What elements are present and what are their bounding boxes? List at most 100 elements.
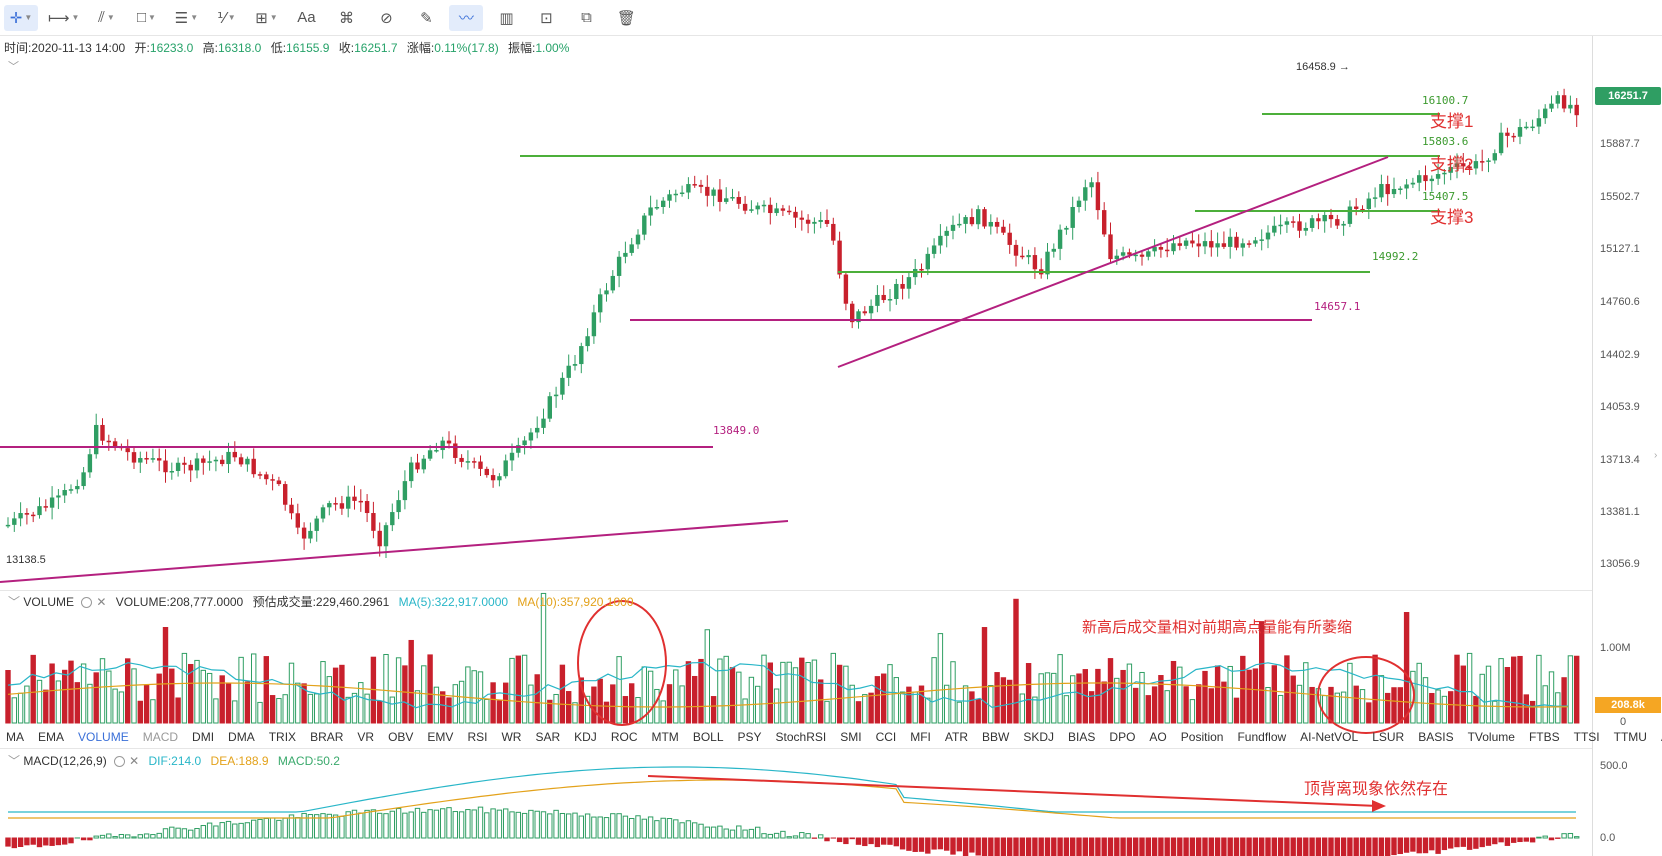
indicator-tab-bbw[interactable]: BBW [982,730,1010,744]
macd-bar [1208,837,1214,856]
indicator-tab-dpo[interactable]: DPO [1109,730,1136,744]
lock-icon[interactable]: ⊡ [529,5,563,31]
indicator-tab-wr[interactable]: WR [501,730,522,744]
candlestick-chart[interactable] [0,0,1592,856]
macd-close-icon[interactable]: ✕ [129,754,140,768]
indicator-tab-dma[interactable]: DMA [228,730,255,744]
macd-bar [1422,837,1429,854]
horizontal-ray-icon[interactable]: ⟼ ▼ [44,5,83,31]
volume-axis-top: 1.00M [1600,642,1631,654]
macd-bar [1372,837,1378,856]
indicator-tab-skdj[interactable]: SKDJ [1023,730,1055,744]
chevron-down-icon[interactable]: ▼ [190,13,199,22]
macd-pane-divider[interactable] [0,748,1592,749]
indicator-tab-emv[interactable]: EMV [427,730,454,744]
indicator-tab-ai-netvol[interactable]: AI-NetVOL [1300,730,1359,744]
settings-icon[interactable] [81,597,93,608]
rectangle-icon[interactable]: □ ▼ [129,5,163,31]
level-label-5: 14657.1 [1314,300,1361,313]
magnet-icon[interactable]: ⌘ [329,5,363,31]
volume-bar [874,676,881,724]
chevron-down-icon[interactable]: ▼ [71,13,80,22]
macd-bar [969,837,975,853]
chevron-down-icon[interactable]: ▼ [106,13,115,22]
chevron-down-icon[interactable]: ▼ [24,13,33,22]
macd-bar [484,812,490,839]
indicator-tab-rsi[interactable]: RSI [467,730,488,744]
macd-bar [477,806,484,839]
indicator-tab-smi[interactable]: SMI [840,730,862,744]
volume-bar [68,660,74,724]
volume-bar [893,677,899,724]
indicator-tab-position[interactable]: Position [1180,730,1224,744]
parallel-lines-icon[interactable]: ☰ ▼ [169,5,203,31]
indicator-tab-ttsi[interactable]: TTSI [1573,730,1600,744]
indicator-tab-brar[interactable]: BRAR [310,730,344,744]
indicator-tab-tvolume[interactable]: TVolume [1467,730,1515,744]
time-label: 时间: [4,41,32,55]
measure-icon[interactable]: ⊞ ▼ [249,5,283,31]
chevron-down-icon[interactable]: ▼ [227,13,236,22]
pencil-icon[interactable]: ✎ [409,5,443,31]
brush-icon[interactable]: 〰 [449,4,484,31]
indicator-tab-ma[interactable]: MA [6,730,24,744]
indicator-tab-mfi[interactable]: MFI [910,730,931,744]
copy-icon[interactable]: ⧉ [569,5,603,31]
indicator-tab-bias[interactable]: BIAS [1068,730,1096,744]
indicator-tab-ema[interactable]: EMA [38,730,65,744]
text-icon[interactable]: Aa [289,5,323,31]
close-value: 16251.7 [354,41,398,55]
indicator-tab-psy[interactable]: PSY [737,730,762,744]
indicator-tab-volume[interactable]: VOLUME [78,730,129,744]
indicator-tab-ttmu[interactable]: TTMU [1613,730,1647,744]
candle-pattern-icon[interactable]: ▥ [489,5,523,31]
lock-drawing-icon[interactable]: ⊘ [369,5,403,31]
volume-bar [1240,655,1246,724]
indicator-tab-mtm[interactable]: MTM [651,730,679,744]
volume-bar [962,685,969,724]
volume-bar [1038,673,1044,724]
indicator-tab-ai-bsi[interactable]: AI-BSI [1661,730,1662,744]
indicator-tab-ftbs[interactable]: FTBS [1528,730,1560,744]
indicator-tab-kdj[interactable]: KDJ [574,730,597,744]
chevron-down-icon[interactable]: ▼ [148,13,156,22]
indicator-tab-fundflow[interactable]: Fundflow [1237,730,1287,744]
expand-panel-icon[interactable]: › [1654,450,1658,461]
macd-bar [1101,837,1107,856]
time-value: 2020-11-13 14:00 [31,41,126,55]
macd-bar [1183,837,1189,856]
trash-icon[interactable]: 🗑 [609,5,643,31]
indicator-tab-atr[interactable]: ATR [944,730,969,744]
indicator-tab-macd[interactable]: MACD [142,730,179,744]
macd-settings-icon[interactable] [114,756,126,767]
close-icon[interactable]: ✕ [96,595,107,609]
trend-line-icon[interactable]: ⫽ ▼ [89,5,123,31]
indicator-tab-vr[interactable]: VR [357,730,375,744]
fibonacci-icon[interactable]: ⅟ ▼ [209,5,243,31]
candle-body [969,217,975,225]
candle-body [976,209,981,225]
macd-collapse-icon[interactable]: ﹀ [8,754,21,768]
volume-bar [1504,667,1511,724]
indicator-tab-roc[interactable]: ROC [610,730,638,744]
indicator-tab-basis[interactable]: BASIS [1418,730,1454,744]
crosshair-icon[interactable]: ✛ ▼ [4,4,38,31]
volume-collapse-icon[interactable]: ﹀ [8,595,21,609]
indicator-tab-boll[interactable]: BOLL [692,730,724,744]
candle-body [585,336,590,347]
volume-bar [1259,621,1265,724]
indicator-tab-ao[interactable]: AO [1149,730,1167,744]
volume-pane-divider[interactable] [0,590,1592,591]
candle-body [377,530,382,547]
indicator-tab-dmi[interactable]: DMI [192,730,215,744]
indicator-tab-trix[interactable]: TRIX [268,730,297,744]
indicator-tab-cci[interactable]: CCI [875,730,897,744]
indicator-tab-obv[interactable]: OBV [388,730,414,744]
indicator-tab-stochrsi[interactable]: StochRSI [775,730,827,744]
chevron-down-icon[interactable]: ▼ [269,13,278,22]
price-axis[interactable] [1592,36,1662,856]
indicator-tab-lsur[interactable]: LSUR [1372,730,1405,744]
collapse-chevron-icon[interactable]: ﹀ [8,61,19,73]
indicator-tab-sar[interactable]: SAR [535,730,561,744]
candle-body [131,452,137,463]
